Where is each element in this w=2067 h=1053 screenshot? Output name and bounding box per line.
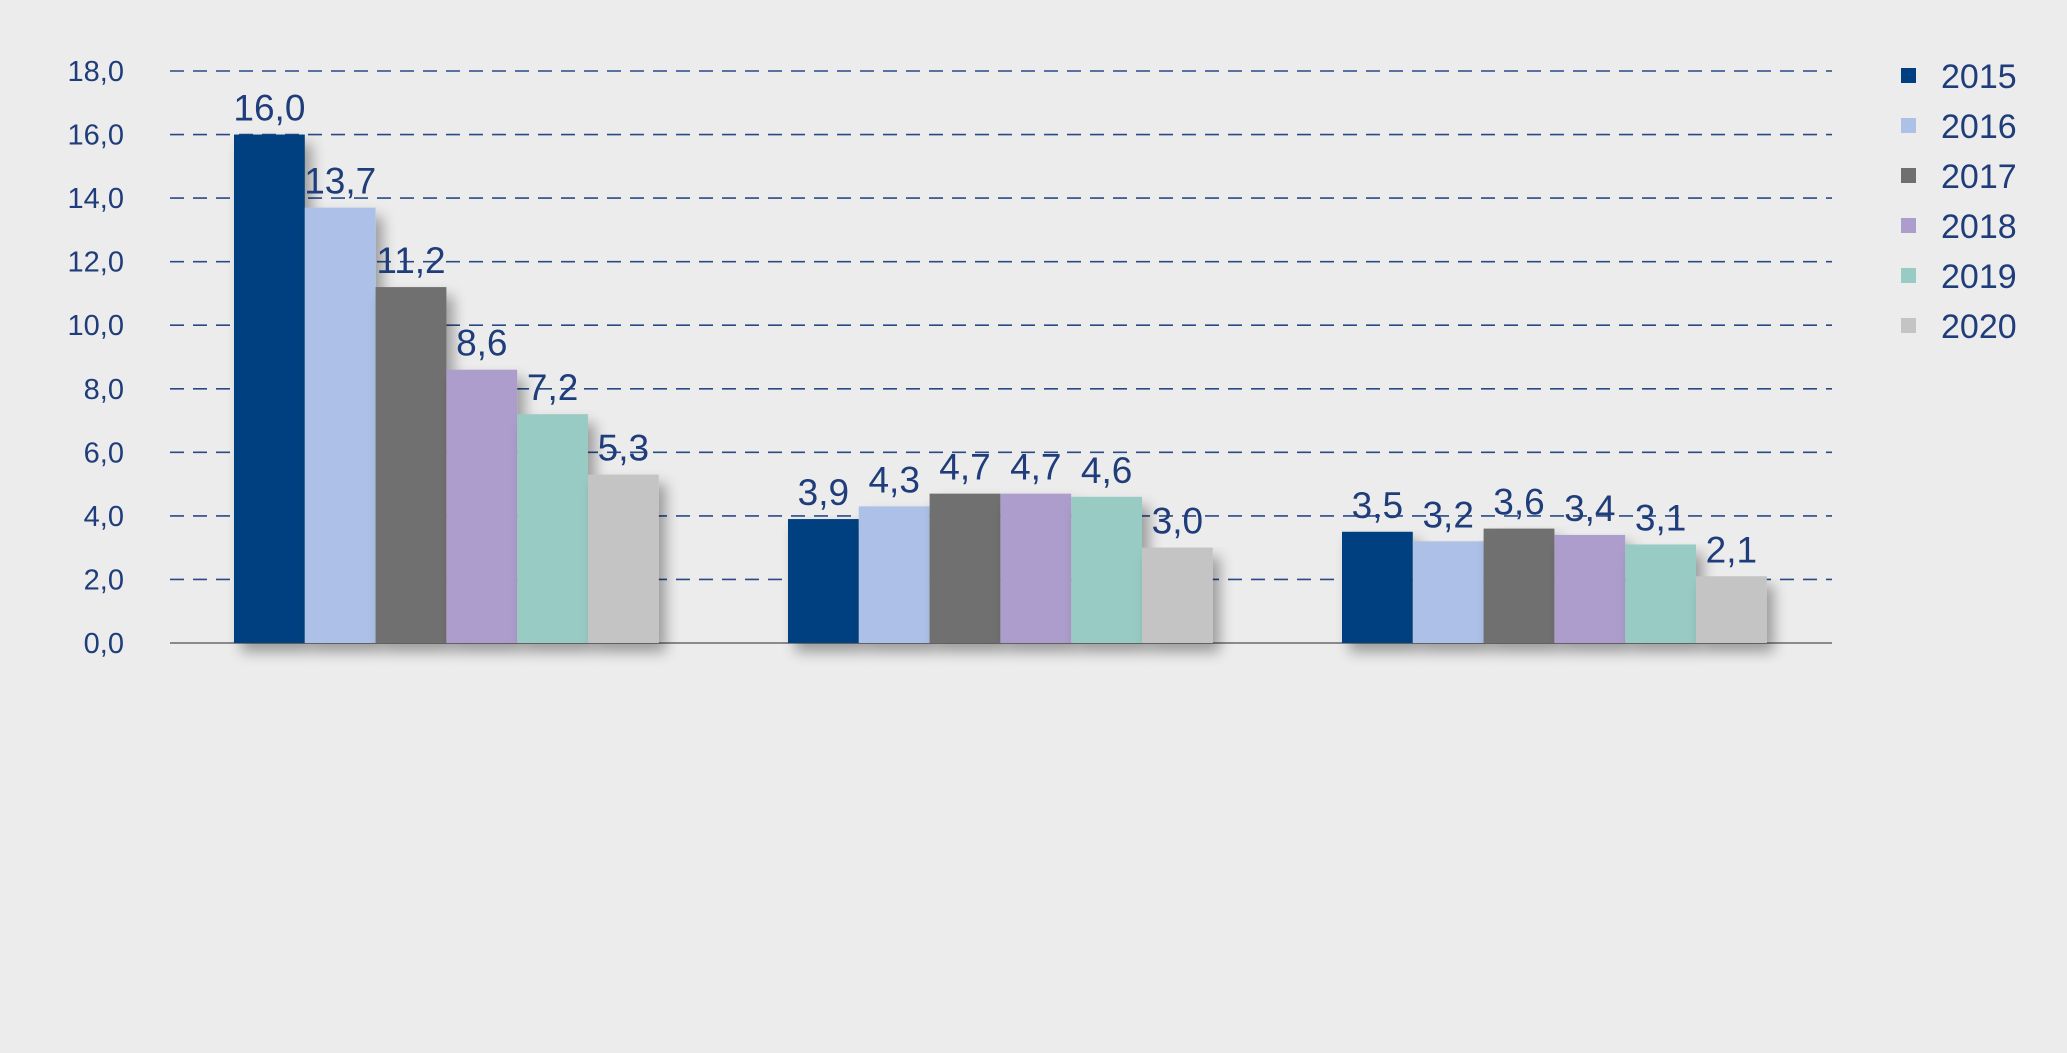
bar-2016-group-2 bbox=[858, 506, 930, 643]
data-label: 13,7 bbox=[304, 161, 376, 202]
legend-label-2015: 2015 bbox=[1941, 58, 2017, 96]
y-tick-label: 16,0 bbox=[68, 120, 124, 152]
bar-2018-group-2 bbox=[1000, 493, 1072, 643]
bar-2015-group-1 bbox=[234, 134, 305, 644]
data-label: 3,0 bbox=[1152, 501, 1203, 542]
data-label: 2,1 bbox=[1706, 529, 1757, 570]
bar-2016-group-3 bbox=[1412, 541, 1484, 643]
legend-swatch-2020 bbox=[1901, 318, 1916, 333]
y-tick-label: 6,0 bbox=[84, 437, 124, 469]
bar-2016-group-1 bbox=[304, 207, 376, 643]
data-label: 3,9 bbox=[798, 472, 849, 513]
legend-label-2017: 2017 bbox=[1941, 158, 2017, 196]
data-label: 16,0 bbox=[233, 88, 305, 129]
bar-2019-group-2 bbox=[1071, 496, 1142, 643]
bar-2017-group-1 bbox=[375, 287, 447, 643]
legend-swatch-2015 bbox=[1901, 68, 1916, 83]
data-label: 4,7 bbox=[1010, 447, 1061, 488]
legend-swatch-2016 bbox=[1901, 118, 1916, 133]
y-tick-label: 14,0 bbox=[68, 183, 124, 215]
y-tick-label: 4,0 bbox=[84, 501, 124, 533]
bar-2015-group-2 bbox=[788, 519, 859, 643]
data-label: 3,5 bbox=[1352, 485, 1403, 526]
bar-2020-group-1 bbox=[588, 474, 659, 643]
y-tick-label: 2,0 bbox=[84, 564, 124, 596]
y-tick-label: 0,0 bbox=[84, 628, 124, 660]
bar-2018-group-1 bbox=[446, 369, 518, 643]
data-label: 5,3 bbox=[598, 428, 649, 469]
bar-2015-group-3 bbox=[1342, 531, 1413, 643]
legend-swatch-2019 bbox=[1901, 268, 1916, 283]
bar-2020-group-3 bbox=[1696, 576, 1767, 643]
bar-2017-group-3 bbox=[1483, 528, 1555, 643]
data-label: 4,3 bbox=[868, 459, 919, 500]
legend: 2015 2016 2017 2018 2019 2020 bbox=[1901, 58, 2017, 346]
bar-2019-group-3 bbox=[1625, 544, 1696, 643]
data-label: 11,2 bbox=[376, 240, 445, 281]
bar-2018-group-3 bbox=[1554, 534, 1626, 643]
bar-2019-group-1 bbox=[517, 414, 588, 643]
y-tick-label: 18,0 bbox=[68, 56, 124, 88]
data-label: 3,4 bbox=[1564, 488, 1615, 529]
bar-2020-group-2 bbox=[1142, 547, 1213, 643]
data-label: 3,2 bbox=[1422, 494, 1473, 535]
legend-swatch-2017 bbox=[1901, 168, 1916, 183]
bar-2017-group-2 bbox=[929, 493, 1001, 643]
legend-label-2016: 2016 bbox=[1941, 108, 2017, 146]
data-label: 7,2 bbox=[527, 367, 578, 408]
legend-label-2019: 2019 bbox=[1941, 258, 2017, 296]
y-axis-tick-labels: 0,0 2,0 4,0 6,0 8,0 10,0 12,0 14,0 16,0 18,0 bbox=[68, 56, 124, 660]
data-labels: 16,0 3,9 3,5 13,7 4,3 3,2 11,2 4,7 3,6 8,6 4,7 3,4 7… bbox=[233, 88, 1757, 571]
y-tick-label: 12,0 bbox=[68, 247, 124, 279]
y-tick-label: 8,0 bbox=[84, 374, 124, 406]
legend-label-2020: 2020 bbox=[1941, 308, 2017, 346]
data-label: 3,6 bbox=[1493, 482, 1544, 523]
legend-label-2018: 2018 bbox=[1941, 208, 2017, 246]
data-label: 3,1 bbox=[1635, 497, 1686, 538]
data-label: 8,6 bbox=[456, 323, 507, 364]
data-label: 4,7 bbox=[939, 447, 990, 488]
data-label: 4,6 bbox=[1081, 450, 1132, 491]
y-tick-label: 10,0 bbox=[68, 310, 124, 342]
bars bbox=[234, 134, 1767, 644]
legend-swatch-2018 bbox=[1901, 218, 1916, 233]
